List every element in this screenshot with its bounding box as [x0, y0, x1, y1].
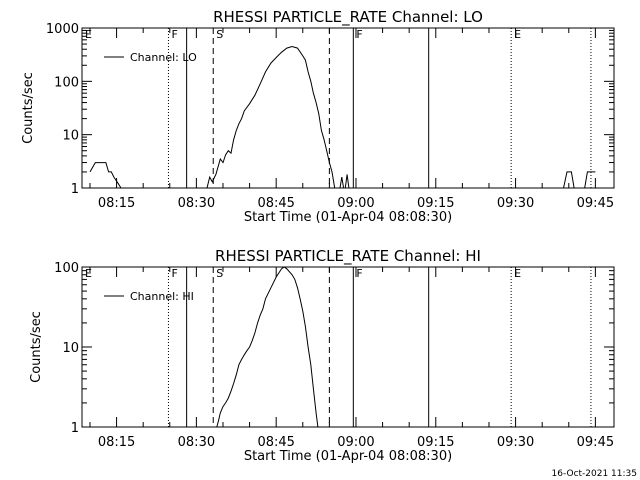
x-tick-label: 09:30: [497, 435, 534, 450]
y-tick-label: 1: [71, 421, 79, 436]
y-tick-label: 1000: [46, 22, 79, 37]
x-tick-label: 09:00: [337, 435, 374, 450]
event-marker-label: S: [216, 28, 223, 41]
x-tick-label: 09:00: [337, 196, 374, 211]
x-tick-label: 09:45: [577, 435, 614, 450]
x-axis-label: Start Time (01-Apr-04 08:08:30): [244, 210, 452, 225]
x-axis-label: Start Time (01-Apr-04 08:08:30): [244, 449, 452, 464]
x-tick-label: 08:15: [98, 435, 135, 450]
event-marker-label: F: [171, 28, 177, 41]
x-tick-label: 08:45: [257, 196, 294, 211]
timestamp-label: 16-Oct-2021 11:35: [552, 469, 637, 479]
chart-title: RHESSI PARTICLE_RATE Channel: LO: [213, 8, 483, 27]
series-line-channel-lo-segment: [339, 177, 345, 189]
chart-title: RHESSI PARTICLE_RATE Channel: HI: [215, 247, 481, 266]
y-tick-label: 10: [62, 129, 79, 144]
event-marker-label: F: [356, 267, 362, 280]
event-marker-label: F: [171, 267, 177, 280]
series-line-channel-hi-segment: [216, 266, 319, 428]
legend-label: Channel: HI: [130, 290, 194, 303]
x-tick-label: 09:15: [417, 196, 454, 211]
event-marker-label: S: [216, 267, 223, 280]
y-tick-label: 10: [62, 341, 79, 356]
series-line-channel-lo-segment: [206, 45, 336, 189]
chart-panel-0: RHESSI PARTICLE_RATE Channel: LO 1 10 100 10…: [21, 8, 615, 225]
y-axis-label: Counts/sec: [29, 311, 44, 383]
x-tick-label: 08:30: [178, 435, 215, 450]
x-tick-label: 09:15: [417, 435, 454, 450]
chart-panel-1: RHESSI PARTICLE_RATE Channel: HI 1 10 100 08…: [29, 247, 615, 464]
y-tick-label: 100: [54, 75, 79, 90]
x-tick-label: 08:30: [178, 196, 215, 211]
event-marker-label: F: [356, 28, 362, 41]
event-marker-label: E: [85, 267, 92, 280]
plot-frame: [81, 27, 615, 189]
x-tick-label: 09:45: [577, 196, 614, 211]
legend-label: Channel: LO: [130, 51, 197, 64]
event-marker-label: E: [85, 28, 92, 41]
series-line-channel-lo-segment: [563, 171, 575, 189]
x-tick-label: 09:30: [497, 196, 534, 211]
event-marker-label: E: [514, 267, 521, 280]
x-tick-label: 08:45: [257, 435, 294, 450]
y-axis-label: Counts/sec: [21, 72, 36, 144]
series-line-channel-lo-segment: [584, 171, 596, 189]
event-marker-label: E: [514, 28, 521, 41]
y-tick-label: 1: [71, 182, 79, 197]
series-line-channel-lo-segment: [344, 174, 350, 189]
x-tick-label: 08:15: [98, 196, 135, 211]
y-tick-label: 100: [54, 261, 79, 276]
series-line-channel-lo-segment: [89, 162, 122, 189]
